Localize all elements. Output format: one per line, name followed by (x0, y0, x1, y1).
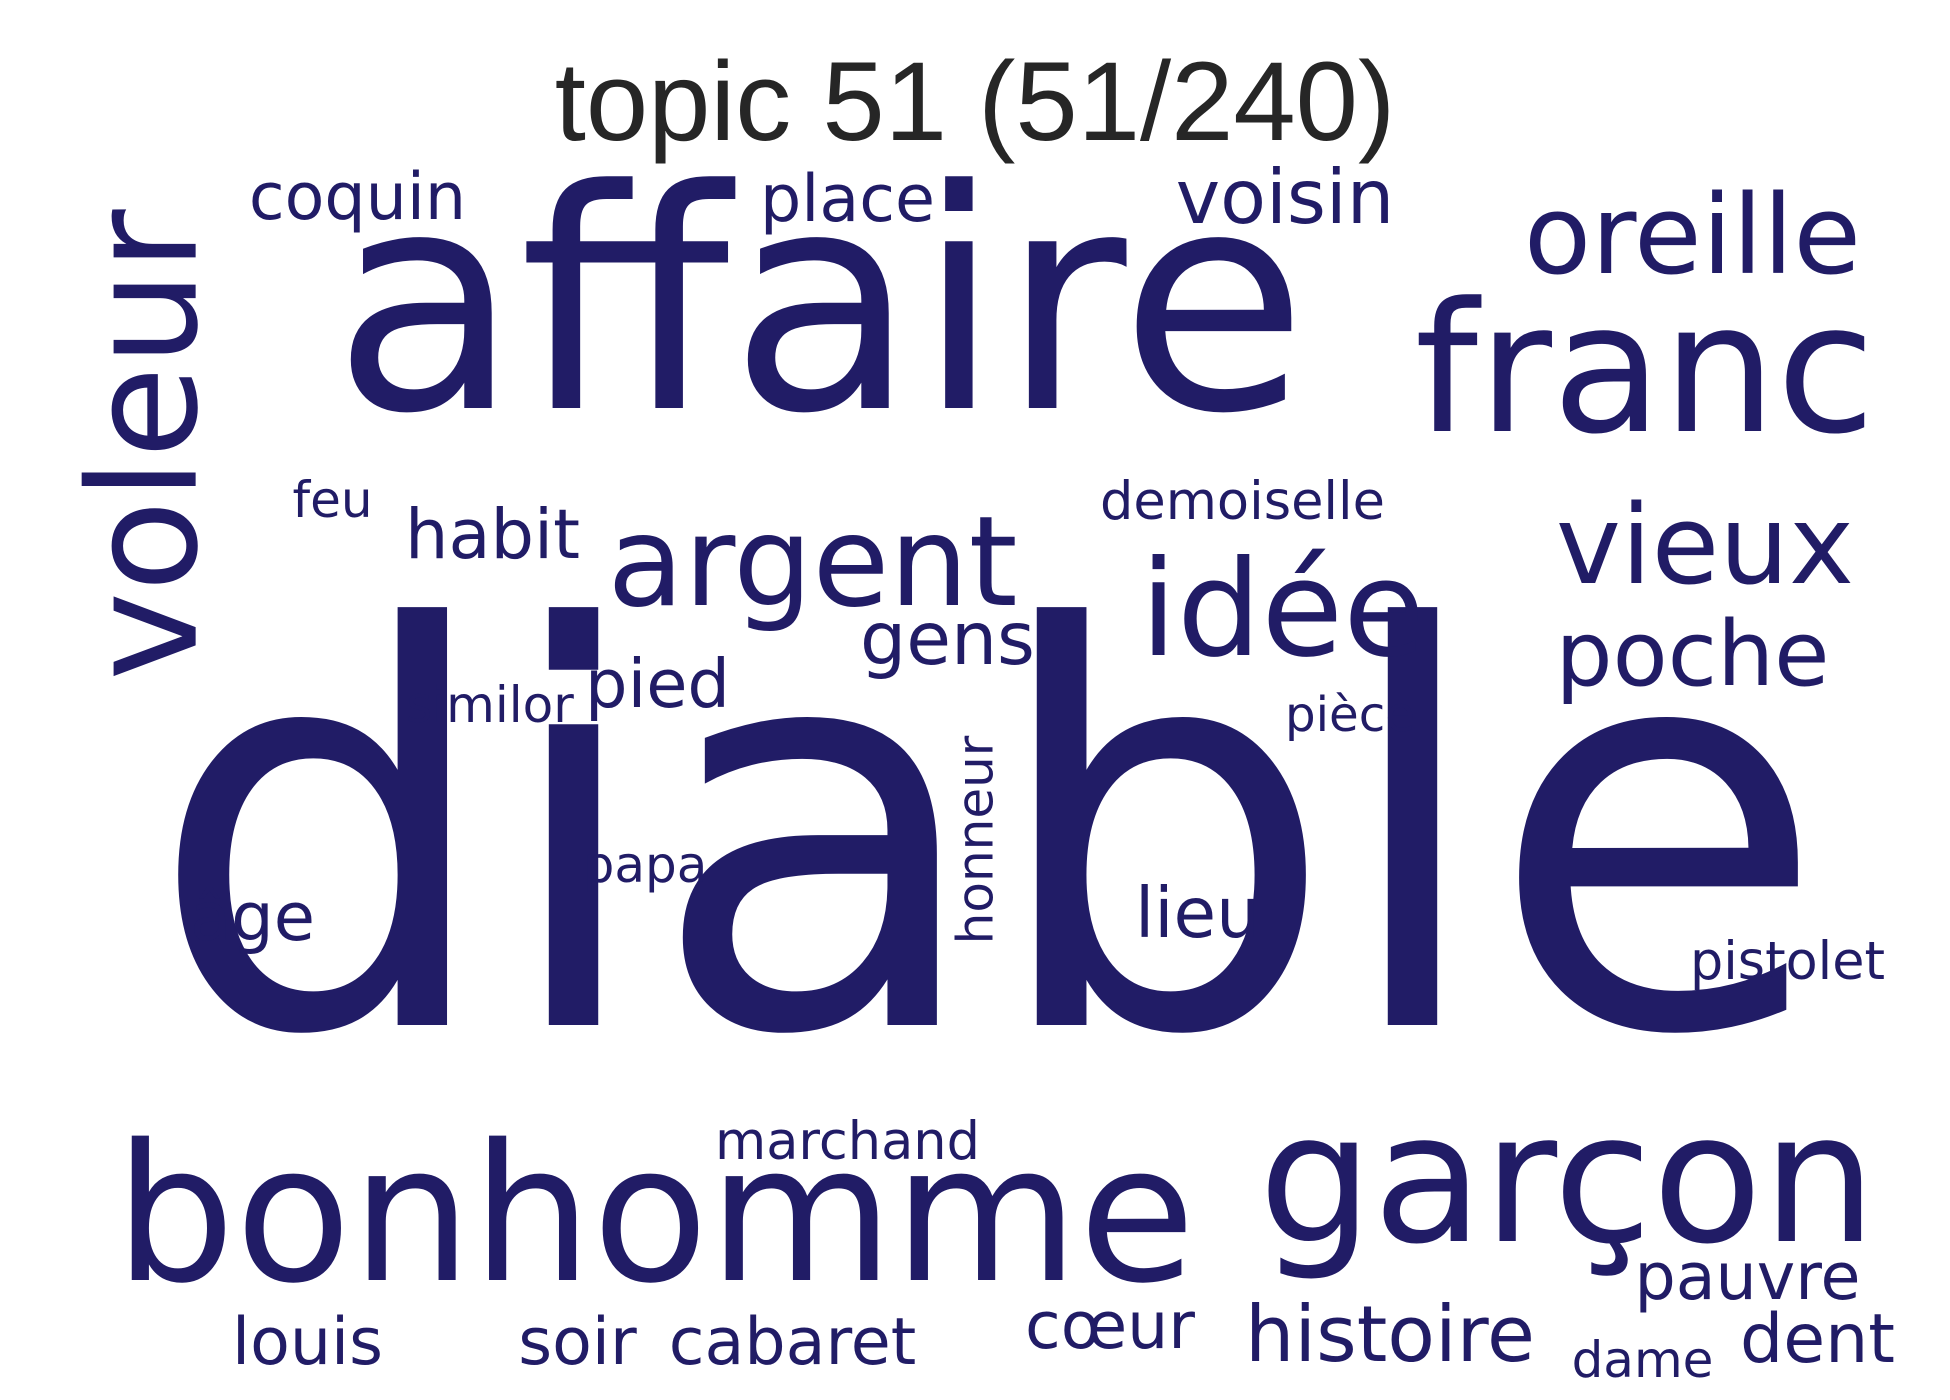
word-pied: pied (585, 645, 730, 724)
word-pauvre: pauvre (1634, 1240, 1861, 1315)
word-argent: argent (607, 490, 1018, 635)
word-histoire: histoire (1245, 1290, 1535, 1380)
word-pièce: pièce (1285, 686, 1415, 743)
word-âge: âge (190, 877, 315, 956)
word-dame: dame (1571, 1331, 1714, 1389)
word-vieux: vieux (1555, 481, 1855, 609)
word-voleur: voleur (58, 209, 232, 681)
word-demoiselle: demoiselle (1100, 471, 1385, 533)
word-coquin: coquin (248, 160, 467, 235)
word-habit: habit (405, 494, 580, 575)
word-voisin: voisin (1175, 153, 1395, 241)
word-lieu: lieu (1135, 874, 1260, 955)
word-affaire: affaire (332, 125, 1308, 480)
word-oreille: oreille (1523, 171, 1862, 299)
chart-title: topic 51 (51/240) (554, 39, 1396, 164)
word-gens: gens (860, 596, 1035, 682)
word-cabaret: cabaret (668, 1305, 917, 1380)
word-similor: similor (406, 676, 574, 734)
word-pistolet: pistolet (1690, 931, 1885, 993)
word-diable: diable (147, 514, 1828, 1155)
word-cœur: cœur (1025, 1289, 1195, 1365)
word-louis: louis (232, 1305, 383, 1380)
word-idée: idée (1140, 532, 1425, 687)
word-place: place (760, 162, 935, 238)
word-feu: feu (292, 471, 373, 529)
word-garçon: garçon (1258, 1075, 1877, 1284)
word-soir: soir (518, 1305, 637, 1380)
word-honneur: honneur (945, 735, 1004, 945)
word-franc: franc (1414, 265, 1876, 474)
word-dent: dent (1740, 1299, 1895, 1379)
word-bonhomme: bonhomme (114, 1104, 1196, 1325)
word-papa: papa (582, 836, 708, 894)
word-poche: poche (1555, 602, 1830, 707)
word-marchand: marchand (715, 1111, 980, 1173)
